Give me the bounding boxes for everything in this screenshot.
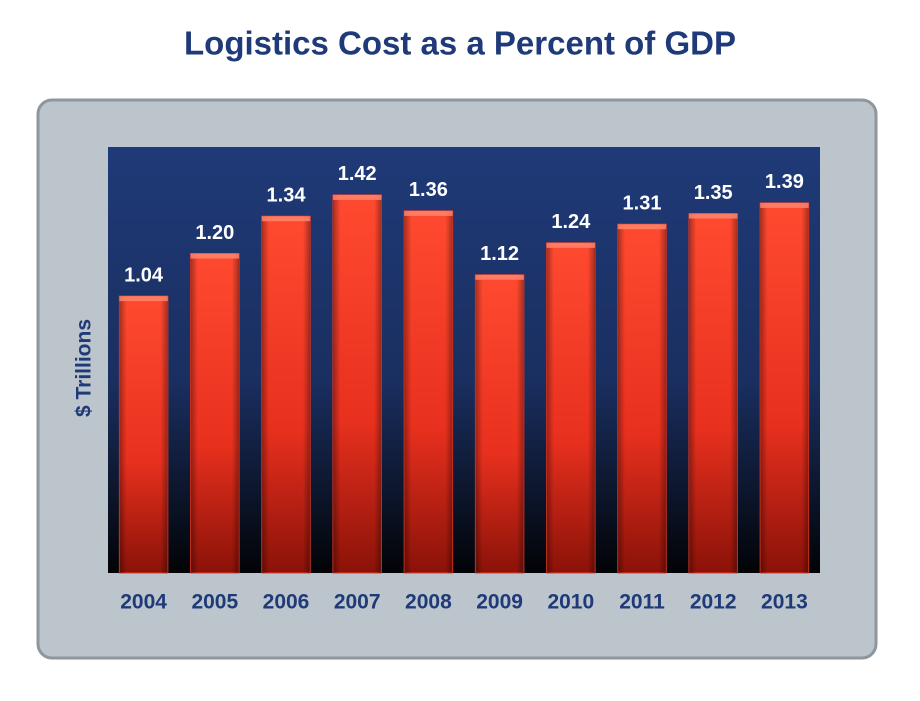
bar-cap: [404, 210, 453, 216]
x-tick-label: 2012: [690, 591, 737, 614]
bar-cap: [119, 296, 168, 302]
bar-shade: [190, 253, 240, 573]
data-label: 1.24: [551, 211, 591, 233]
bar-shade: [119, 296, 168, 573]
bar-shade: [332, 194, 382, 574]
bar-shade: [261, 216, 311, 573]
bar-cap: [475, 274, 524, 280]
bar-cap: [688, 213, 738, 219]
bar-shade: [760, 202, 809, 573]
data-label: 1.04: [124, 264, 164, 286]
data-label: 1.34: [267, 185, 307, 207]
x-tick-label: 2005: [191, 591, 238, 614]
x-tick-label: 2008: [405, 591, 452, 614]
bar-shade: [688, 213, 738, 573]
bar-shade: [617, 224, 667, 573]
bar-cap: [617, 224, 667, 230]
bar-shade: [546, 242, 596, 573]
bar-cap: [760, 202, 809, 208]
y-axis-label: $ Trillions: [73, 319, 96, 417]
data-label: 1.12: [480, 243, 519, 265]
x-tick-label: 2007: [334, 591, 381, 614]
x-tick-label: 2004: [120, 591, 167, 614]
bar-shade: [404, 210, 453, 573]
data-label: 1.31: [623, 192, 662, 214]
x-tick-label: 2010: [547, 591, 594, 614]
data-label: 1.42: [338, 163, 377, 185]
data-label: 1.39: [765, 171, 804, 193]
data-label: 1.20: [195, 222, 234, 244]
x-tick-label: 2006: [263, 591, 310, 614]
x-tick-label: 2009: [476, 591, 523, 614]
bar-cap: [332, 194, 382, 200]
bar-cap: [546, 242, 596, 248]
chart-title: Logistics Cost as a Percent of GDP: [184, 25, 736, 62]
x-tick-label: 2011: [619, 591, 665, 614]
bar-cap: [261, 216, 311, 222]
bar-cap: [190, 253, 240, 259]
x-tick-label: 2013: [761, 591, 808, 614]
data-label: 1.36: [409, 179, 448, 201]
data-label: 1.35: [694, 182, 733, 204]
bar-shade: [475, 274, 524, 573]
